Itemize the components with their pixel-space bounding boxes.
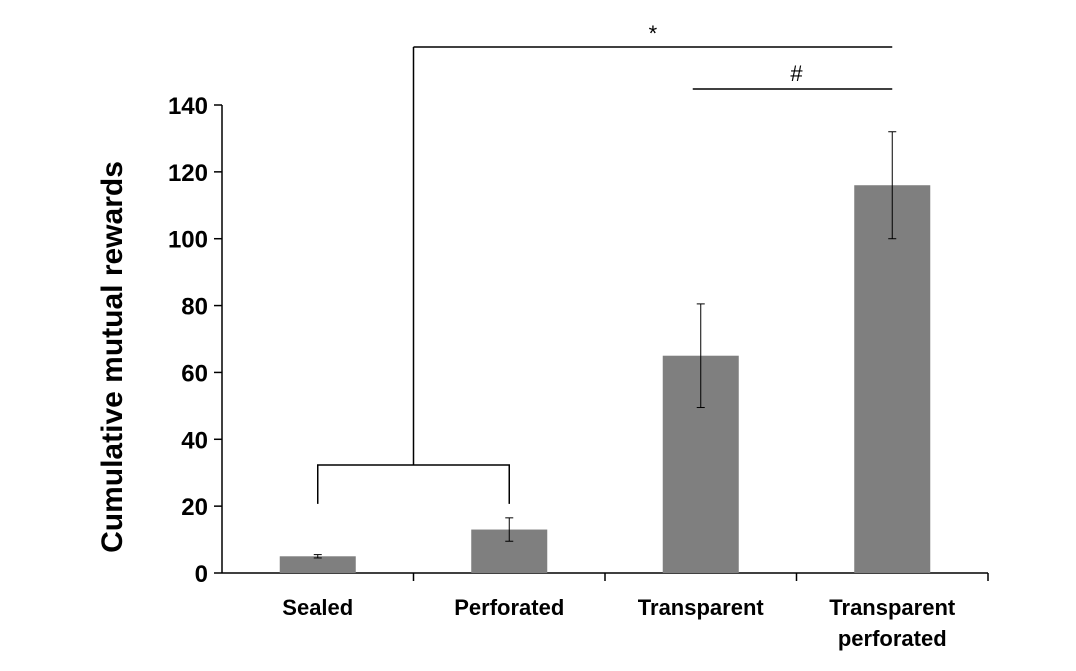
bar-3: [854, 185, 931, 573]
x-category-label: Sealed: [282, 595, 353, 620]
group-bracket: [317, 464, 510, 504]
y-tick-label: 100: [168, 227, 208, 254]
y-tick-label: 0: [195, 561, 208, 588]
x-category-label: Transparent: [829, 595, 956, 620]
y-tick-label: 40: [181, 427, 208, 454]
y-tick-label: 20: [181, 494, 208, 521]
y-tick-label: 60: [181, 360, 208, 387]
x-category-label: Perforated: [454, 595, 564, 620]
significance-hash: #: [790, 61, 803, 86]
x-category-label: perforated: [838, 626, 947, 651]
x-category-label: Transparent: [638, 595, 765, 620]
y-tick-label: 80: [181, 294, 208, 321]
y-axis-label: Cumulative mutual rewards: [96, 161, 129, 553]
bar-0: [279, 556, 356, 573]
significance-star: *: [649, 21, 658, 46]
y-tick-label: 120: [168, 160, 208, 187]
y-tick-label: 140: [168, 93, 208, 120]
